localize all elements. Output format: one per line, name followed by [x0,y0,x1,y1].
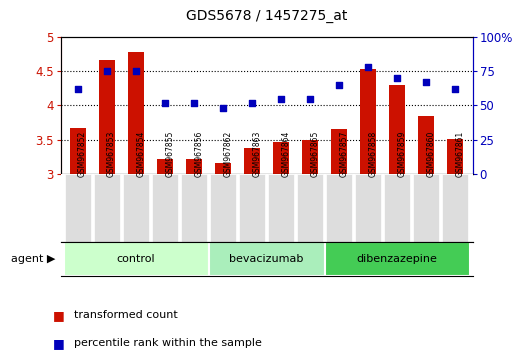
Point [161,100,169,105]
Point [451,86,459,92]
Point [190,100,199,105]
Point [277,96,285,102]
Text: percentile rank within the sample: percentile rank within the sample [74,338,262,348]
Text: ■: ■ [53,337,69,350]
Bar [209,242,325,276]
Bar [297,174,323,242]
Point [103,68,111,74]
Bar [99,60,115,174]
Bar [326,174,352,242]
Text: GSM967859: GSM967859 [397,131,406,177]
Bar [123,174,149,242]
Point [248,100,257,105]
Bar [152,174,178,242]
Bar [331,129,347,174]
Point [219,105,228,111]
Bar [360,69,376,174]
Bar [355,174,381,242]
Bar [384,174,410,242]
Bar [413,174,439,242]
Text: agent ▶: agent ▶ [11,254,55,264]
Bar [157,159,173,174]
Bar [418,116,434,174]
Text: GSM967857: GSM967857 [339,131,348,177]
Bar [65,174,91,242]
Text: GSM967860: GSM967860 [426,131,435,177]
Bar [244,148,260,174]
Text: GSM967856: GSM967856 [194,131,203,177]
Bar [273,142,289,174]
Text: GSM967852: GSM967852 [78,131,87,177]
Bar [215,164,231,174]
Text: control: control [117,254,155,264]
Bar [181,174,207,242]
Text: dibenzazepine: dibenzazepine [357,254,438,264]
Text: GSM967854: GSM967854 [136,131,145,177]
Text: GSM967864: GSM967864 [281,131,290,177]
Text: GSM967853: GSM967853 [107,131,116,177]
Bar [447,139,463,174]
Bar [268,174,294,242]
Text: GSM967858: GSM967858 [368,131,377,177]
Text: GSM967861: GSM967861 [455,131,464,177]
Text: GSM967863: GSM967863 [252,131,261,177]
Text: GSM967865: GSM967865 [310,131,319,177]
Point [393,75,401,81]
Bar [210,174,236,242]
Text: GSM967855: GSM967855 [165,131,174,177]
Point [335,82,343,88]
Bar [389,85,405,174]
Bar [302,139,318,174]
Bar [325,242,470,276]
Bar [63,242,209,276]
Bar [70,128,86,174]
Bar [442,174,468,242]
Point [74,86,82,92]
Point [364,64,372,70]
Point [422,79,430,85]
Bar [94,174,120,242]
Text: GDS5678 / 1457275_at: GDS5678 / 1457275_at [186,9,347,23]
Text: bevacizumab: bevacizumab [230,254,304,264]
Bar [186,159,202,174]
Point [306,96,314,102]
Text: ■: ■ [53,309,69,321]
Point [132,68,140,74]
Bar [128,52,144,174]
Bar [239,174,265,242]
Text: transformed count: transformed count [74,310,177,320]
Text: GSM967862: GSM967862 [223,131,232,177]
